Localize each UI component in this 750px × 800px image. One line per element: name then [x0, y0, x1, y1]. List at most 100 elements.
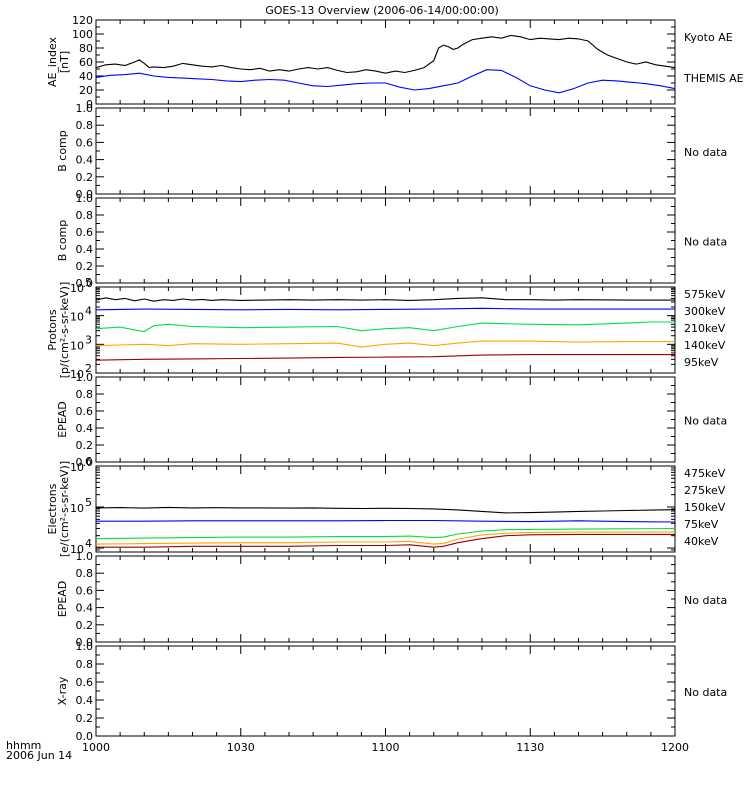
series-line-95kev [95, 297, 675, 302]
y-tick-label: 0.6 [76, 584, 94, 597]
y-tick-label: 0.2 [76, 712, 94, 725]
y-axis-label: AE_index [46, 36, 59, 87]
panel-xray: 0.0 0.2 0.4 0.6 0.8 1.0 X-ray No data [56, 640, 727, 743]
y-tick-label: 0.6 [76, 676, 94, 689]
legend-entry: 275keV [684, 484, 726, 497]
y-tick-label: 0.2 [76, 260, 94, 273]
x-tick-label: 1030 [227, 741, 255, 754]
y-axis-label: [p/(cm²-s-sr-keV)] [58, 282, 71, 379]
y-tick-label: 0.4 [76, 154, 94, 167]
panel-frame [95, 645, 676, 737]
y-tick-label: 10 [70, 461, 84, 474]
y-tick-label: 1.0 [76, 102, 94, 115]
y-tick-exponent: 3 [85, 333, 92, 346]
x-tick-label: 1000 [82, 741, 110, 754]
plot-title: GOES-13 Overview (2006-06-14/00:00:00) [265, 4, 498, 17]
y-tick-label: 0.4 [76, 694, 94, 707]
legend-entry: 95keV [684, 356, 719, 369]
y-tick-label: 0.0 [76, 730, 94, 743]
y-tick-label: 1.0 [76, 371, 94, 384]
y-tick-label: 1.0 [76, 192, 94, 205]
legend-entry: 40keV [684, 535, 719, 548]
y-tick-exponent: 2 [85, 362, 92, 375]
legend-entry: THEMIS AE [683, 72, 744, 85]
panel-frame [95, 555, 676, 643]
y-tick-exponent: 5 [85, 496, 92, 509]
panel-frame [95, 19, 676, 105]
y-tick-label: 1.0 [76, 550, 94, 563]
series-line-140kev [95, 307, 675, 311]
y-tick-label: 0.6 [76, 405, 94, 418]
y-tick-label: 0.8 [76, 119, 94, 132]
y-axis-label: Electrons [46, 483, 59, 534]
y-tick-exponent: 4 [85, 305, 92, 318]
series-line-575kev [95, 354, 675, 361]
series-line-kyoto-ae [95, 34, 676, 74]
y-tick-label: 0.0 [76, 456, 94, 469]
y-tick-label: 10 [70, 339, 84, 352]
legend-entry: 210keV [684, 322, 726, 335]
y-tick-label: 0.0 [76, 636, 94, 649]
y-axis-label: [nT] [58, 51, 71, 73]
series-line-275kev [95, 531, 675, 545]
series-line-150kev [95, 527, 676, 540]
panel-epead1: 0.0 0.2 0.4 0.6 0.8 1.0 EPEAD No data [56, 371, 727, 469]
y-tick-label: 0.0 [76, 188, 94, 201]
no-data-note: No data [684, 686, 727, 699]
panel-frame [95, 197, 676, 284]
y-tick-label: 0.4 [76, 243, 94, 256]
y-tick-exponent: 5 [85, 276, 92, 289]
legend-entry: 575keV [684, 288, 726, 301]
y-tick-label: 0.6 [76, 136, 94, 149]
x-tick-label: 1200 [661, 741, 689, 754]
y-tick-exponent: 4 [85, 537, 92, 550]
y-tick-label: 60 [79, 56, 93, 69]
y-tick-label: 10 [70, 543, 84, 556]
panel-frame [95, 376, 676, 463]
time-axis-label-format: hhmm [6, 739, 41, 752]
y-tick-label: 40 [79, 70, 93, 83]
y-tick-label: 0.2 [76, 619, 94, 632]
panel-bcomp1: 0.0 0.2 0.4 0.6 0.8 1.0 B comp No data [56, 102, 727, 201]
y-tick-label: 0.4 [76, 422, 94, 435]
y-tick-label: 10 [70, 282, 84, 295]
x-tick-label: 1130 [516, 741, 544, 754]
y-axis-label: B comp [56, 130, 69, 172]
legend-entry: 150keV [684, 501, 726, 514]
y-tick-label: 0.4 [76, 602, 94, 615]
series-line-300kev [95, 340, 675, 348]
series-line-40kev [95, 506, 676, 514]
y-tick-label: 0.8 [76, 567, 94, 580]
y-tick-exponent: 6 [85, 455, 92, 468]
y-tick-label: 10 [70, 311, 84, 324]
time-axis-label-date: 2006 Jun 14 [6, 749, 72, 762]
y-tick-label: 20 [79, 84, 93, 97]
y-axis-label: Protons [46, 309, 59, 350]
panel-bcomp2: 0.0 0.2 0.4 0.6 0.8 1.0 B comp No data [56, 192, 727, 290]
no-data-note: No data [684, 415, 727, 428]
legend-entry: 140keV [684, 339, 726, 352]
legend-entry: 75keV [684, 518, 719, 531]
no-data-note: No data [684, 236, 727, 249]
y-tick-label: 0.2 [76, 439, 94, 452]
y-tick-label: 0.8 [76, 388, 94, 401]
series-line-75kev [96, 519, 676, 523]
y-tick-label: 10 [70, 368, 84, 381]
y-axis-label: B comp [56, 220, 69, 262]
series-line-themis-ae [95, 69, 676, 94]
y-tick-label: 120 [72, 14, 93, 27]
series-line-475kev [96, 533, 675, 548]
legend-entry: 475keV [684, 467, 726, 480]
no-data-note: No data [684, 146, 727, 159]
y-axis-label: EPEAD [56, 581, 69, 618]
y-tick-label: 1.0 [76, 640, 94, 653]
legend-entry: Kyoto AE [684, 31, 733, 44]
y-tick-label: 10 [70, 502, 84, 515]
y-tick-label: 80 [79, 42, 93, 55]
legend-entry: 300keV [684, 305, 726, 318]
